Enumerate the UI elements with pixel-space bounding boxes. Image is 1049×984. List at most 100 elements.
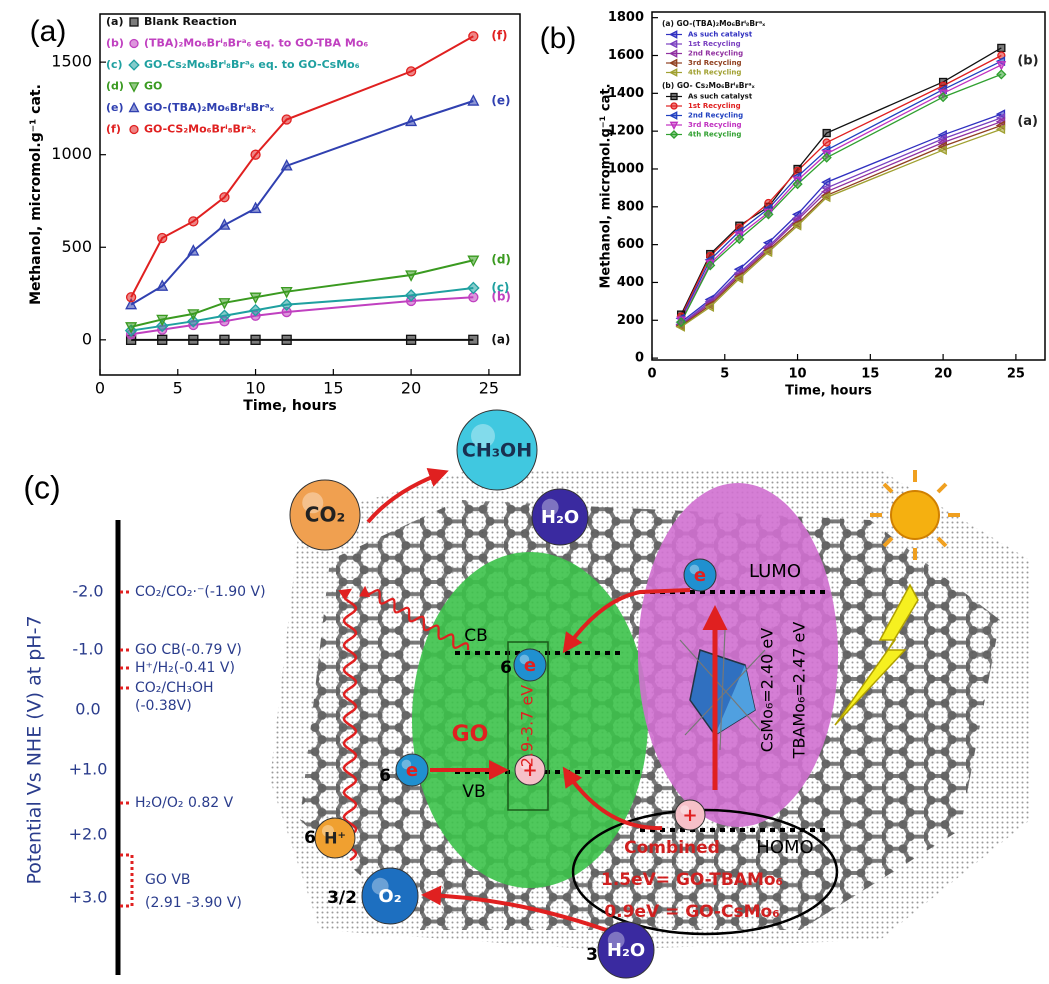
h-plus: H⁺ xyxy=(324,829,346,848)
legend-label: 3rd Recycling xyxy=(688,59,742,67)
marker xyxy=(405,114,418,127)
electron-shine xyxy=(401,759,412,770)
legend-key: (c) xyxy=(106,58,123,71)
legend-label: As such catalyst xyxy=(688,93,753,101)
x-axis-title: Time, hours xyxy=(243,398,336,414)
go-sheet xyxy=(412,552,648,888)
x-tick-label: 25 xyxy=(479,379,499,398)
marker xyxy=(670,102,678,110)
legend-group: (b) GO- Cs₂Mo₆Brⁱ₈Brᵃₓ xyxy=(662,81,756,90)
series-line xyxy=(680,113,1002,323)
marker xyxy=(405,270,418,282)
co2-ball xyxy=(289,479,361,551)
series-line xyxy=(680,124,1002,327)
y-axis-title: Methanol, micromol.g⁻¹ cat. xyxy=(28,84,44,305)
go-label: GO xyxy=(452,722,489,747)
hole: + xyxy=(522,760,537,781)
lightning xyxy=(834,583,919,726)
marker xyxy=(129,38,139,49)
combined-label: 1.5eV= GO-TBAMo₆ xyxy=(601,870,783,890)
marker xyxy=(125,292,137,303)
x-axis-title: Time, hours xyxy=(785,384,872,399)
y-tick-label: 200 xyxy=(617,313,644,328)
marker xyxy=(219,334,230,345)
wavy-arrow xyxy=(359,585,470,651)
x-tick-label: 15 xyxy=(861,367,879,382)
series-line xyxy=(680,128,1002,328)
marker xyxy=(468,31,479,42)
hole-ball xyxy=(674,799,706,831)
marker xyxy=(125,322,138,334)
gap-label: CsMo₆=2.40 eV xyxy=(758,628,777,752)
marker xyxy=(219,192,230,203)
marker xyxy=(704,302,715,312)
marker xyxy=(249,292,262,305)
marker xyxy=(128,82,140,93)
marker xyxy=(281,334,292,345)
coefficient: 3/2 xyxy=(327,888,357,908)
end-label: (d) xyxy=(491,253,511,267)
legend-label: 3rd Recycling xyxy=(688,121,742,129)
potential-markers xyxy=(120,590,134,908)
y-tick-label: 500 xyxy=(61,237,92,256)
x-tick-label: 0 xyxy=(95,379,105,398)
panel-label: (b) xyxy=(540,22,577,55)
legend-key: (b) xyxy=(106,37,124,50)
marker xyxy=(187,309,200,321)
potential-label: CO₂/CH₃OH xyxy=(135,680,214,696)
legend-label: 2nd Recycling xyxy=(688,112,743,120)
potential-label: CO₂/CO₂·⁻(-1.90 V) xyxy=(135,584,266,600)
panel-label: (a) xyxy=(30,15,67,48)
h2o-shine xyxy=(607,931,625,949)
electron-ball xyxy=(513,648,547,682)
marker xyxy=(675,317,687,328)
potential-label: GO CB(-0.79 V) xyxy=(135,642,242,658)
marker xyxy=(997,43,1006,53)
electron-shine xyxy=(689,564,700,575)
o2-ball xyxy=(361,867,419,925)
o2-shine xyxy=(371,877,389,895)
legend-label: GO xyxy=(144,80,162,93)
potential-tick: +2.0 xyxy=(69,825,108,844)
potential-tick: +1.0 xyxy=(69,760,108,779)
x-tick-label: 5 xyxy=(720,367,729,382)
legend-label: 1st Recycling xyxy=(688,40,741,48)
electron-shine xyxy=(519,654,530,665)
marker xyxy=(668,68,678,77)
x-tick-label: 0 xyxy=(647,367,656,382)
marker xyxy=(821,152,832,163)
marker xyxy=(129,17,139,27)
h-plus-ball xyxy=(314,817,356,859)
y-tick-label: 0 xyxy=(635,351,644,366)
potential-label: H⁺/H₂(-0.41 V) xyxy=(135,660,235,676)
ch3oh-shine xyxy=(471,424,495,448)
co2-shine xyxy=(302,492,324,514)
marker xyxy=(128,59,140,71)
potential-label: (-0.38V) xyxy=(135,698,192,714)
x-tick-label: 20 xyxy=(934,367,952,382)
combined-outline xyxy=(571,808,839,936)
legend-label: 2nd Recycling xyxy=(688,50,743,58)
h-plus-shine xyxy=(322,825,334,837)
y-tick-label: 1600 xyxy=(608,48,644,63)
group-end-label: (b) xyxy=(1017,53,1038,68)
marker xyxy=(467,281,480,295)
combined-label: Combined xyxy=(624,838,720,858)
hole-ball xyxy=(514,754,546,786)
plot-frame xyxy=(651,11,1046,361)
marker xyxy=(125,297,138,310)
end-label: (b) xyxy=(491,290,511,304)
legend-key: (a) xyxy=(106,15,123,28)
marker xyxy=(405,66,417,77)
series-line xyxy=(680,54,1002,317)
arrows xyxy=(366,468,728,937)
y-tick-label: 1400 xyxy=(608,86,644,101)
marker xyxy=(670,92,678,101)
series-line xyxy=(130,296,474,336)
series-line xyxy=(130,259,474,328)
x-tick-label: 15 xyxy=(323,379,343,398)
marker xyxy=(762,247,773,258)
legend-label: 1st Recycling xyxy=(688,102,741,110)
marker xyxy=(822,138,831,147)
level-label: HOMO xyxy=(756,837,813,858)
